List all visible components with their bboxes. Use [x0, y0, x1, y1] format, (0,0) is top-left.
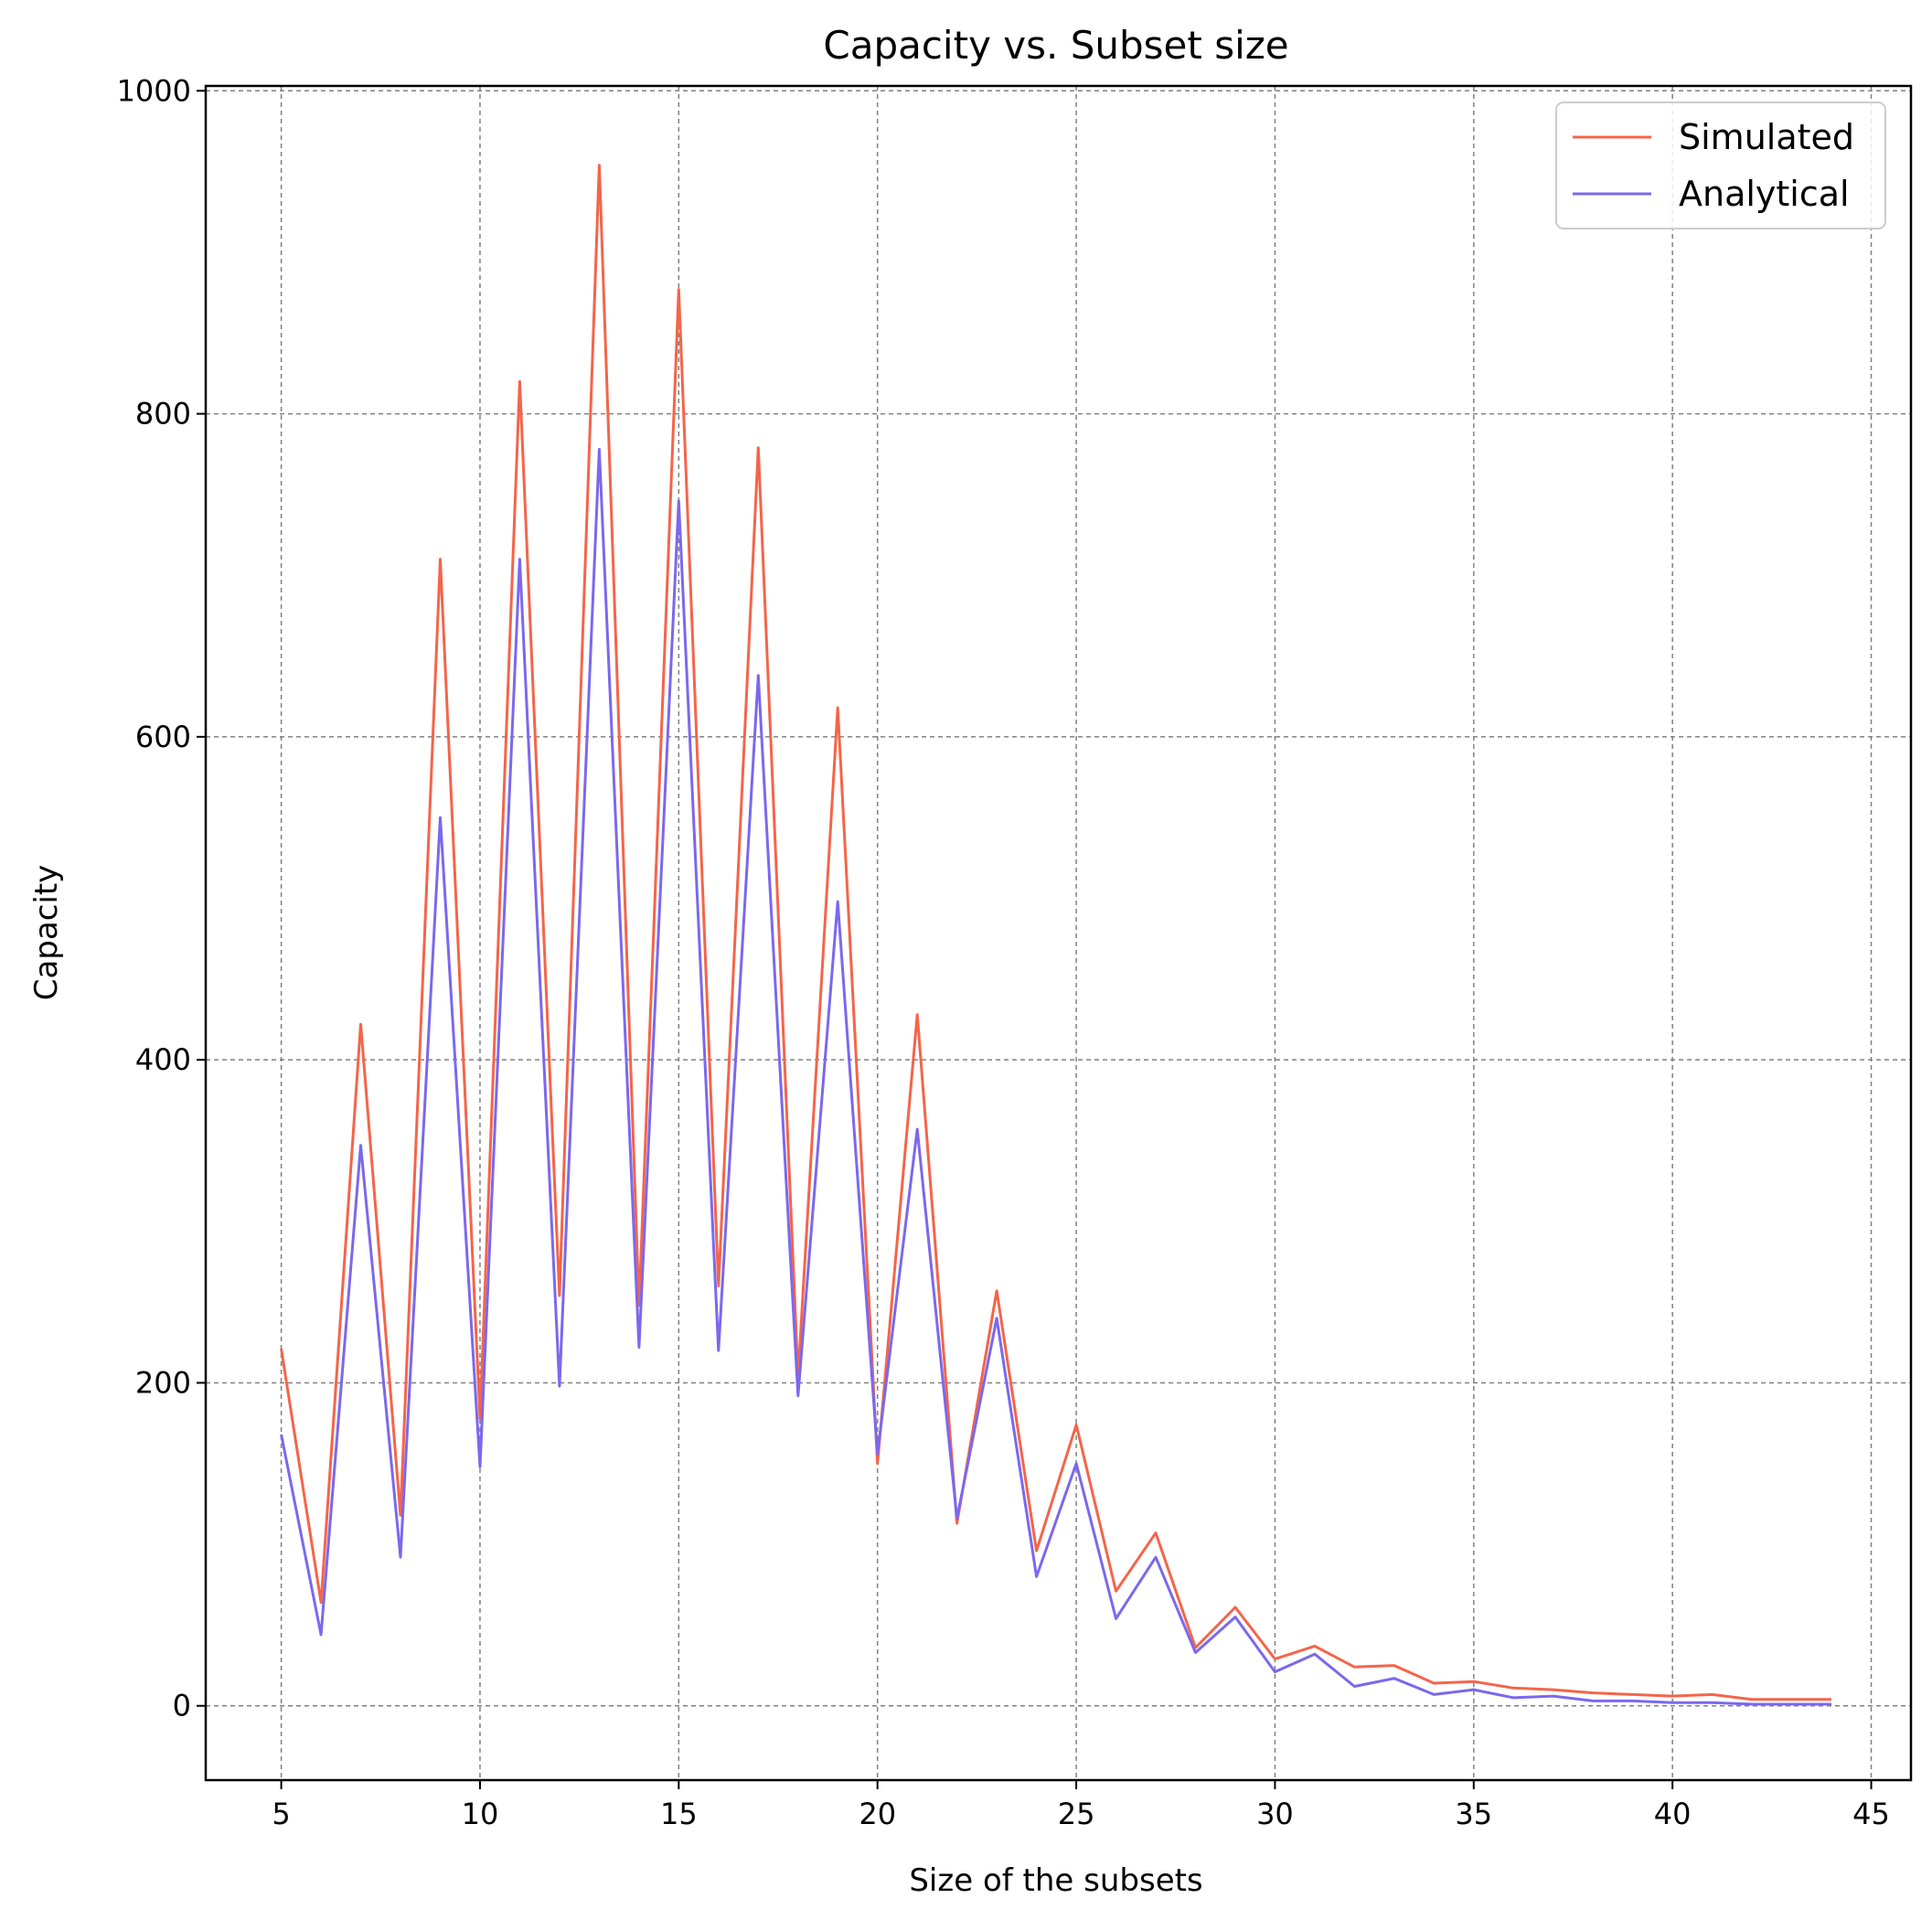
x-tick-label: 5	[272, 1797, 290, 1831]
legend-box	[1555, 101, 1886, 229]
legend-label-analytical: Analytical	[1679, 174, 1850, 214]
legend: Simulated Analytical	[1555, 101, 1886, 229]
x-tick-label: 25	[1058, 1797, 1095, 1831]
x-tick-label: 30	[1256, 1797, 1294, 1831]
y-tick-label: 600	[135, 720, 191, 754]
series-line-analytical	[280, 447, 1832, 1706]
plot-frame	[204, 84, 1913, 1782]
x-tick-label: 40	[1654, 1797, 1692, 1831]
y-tick-label: 0	[173, 1689, 191, 1723]
y-tick-label: 1000	[117, 73, 191, 108]
x-tick-label: 15	[660, 1797, 698, 1831]
y-axis-ticks: 0 200 400 600 800 1000	[117, 73, 206, 1723]
y-tick-label: 400	[135, 1042, 191, 1077]
x-tick-label: 35	[1455, 1797, 1492, 1831]
x-axis-ticks: 5 10 15 20 25 30 35 40 45	[272, 1780, 1890, 1831]
x-tick-label: 45	[1852, 1797, 1890, 1831]
legend-label-simulated: Simulated	[1679, 117, 1854, 157]
series-line-simulated	[280, 164, 1832, 1701]
grid	[206, 86, 1911, 1780]
y-tick-label: 800	[135, 397, 191, 432]
y-tick-label: 200	[135, 1365, 191, 1400]
y-axis-label: Capacity	[28, 865, 65, 1001]
plot-area	[280, 164, 1832, 1706]
x-axis-label: Size of the subsets	[909, 1862, 1202, 1899]
chart-title: Capacity vs. Subset size	[823, 23, 1288, 68]
x-tick-label: 20	[859, 1797, 896, 1831]
x-tick-label: 10	[462, 1797, 499, 1831]
